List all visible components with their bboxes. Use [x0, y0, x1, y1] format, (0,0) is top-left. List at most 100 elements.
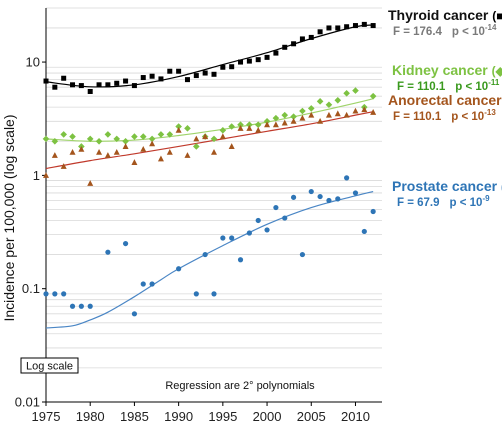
x-tick-label: 2010: [341, 409, 370, 424]
kidney-cancer-point: [281, 111, 289, 119]
kidney-cancer-point: [95, 137, 103, 145]
kidney-cancer-point: [60, 131, 67, 138]
p-value: p < 10: [452, 26, 485, 38]
prostate-cancer-point: [255, 217, 261, 224]
anorectal-cancer-point: [272, 121, 279, 128]
p-value: p < 10: [451, 111, 484, 123]
kidney-cancer-point: [246, 121, 253, 129]
thyroid-cancer-stats: F = 176.4 p < 10-14: [393, 23, 497, 38]
prostate-cancer-point: [52, 291, 58, 297]
prostate-cancer-point: [370, 208, 376, 215]
y-tick-label: 1: [33, 168, 40, 183]
thyroid-cancer-point: [114, 80, 120, 86]
thyroid-cancer-name: Thyroid cancer: [388, 7, 492, 23]
anorectal-cancer-point: [96, 148, 103, 155]
kidney-cancer-point: [148, 135, 156, 143]
prostate-cancer-point: [69, 303, 76, 309]
prostate-cancer-point: [264, 227, 270, 233]
kidney-cancer-point: [157, 131, 165, 138]
regression-curves: [45, 24, 374, 329]
thyroid-cancer-point: [123, 78, 129, 84]
x-tick-label: 1990: [164, 409, 193, 424]
anorectal-cancer-point: [228, 143, 235, 149]
thyroid-cancer-point: [140, 75, 146, 81]
anorectal-cancer-point: [131, 159, 138, 165]
prostate-cancer-point: [361, 228, 367, 235]
thyroid-cancer-marker-glyph: (■): [492, 9, 502, 23]
p-value-exponent: -14: [485, 23, 497, 32]
anorectal-cancer-point: [69, 148, 76, 155]
thyroid-cancer-point: [70, 82, 76, 88]
anorectal-cancer-stats: F = 110.1 p < 10-13: [393, 108, 496, 123]
prostate-cancer-point: [308, 188, 314, 195]
thyroid-cancer-point: [317, 29, 323, 35]
kidney-cancer-point: [352, 87, 359, 94]
kidney-cancer-fit-line: [45, 98, 374, 142]
y-axis-label: Incidence per 100,000 (log scale): [1, 114, 17, 321]
kidney-cancer-point: [42, 135, 50, 143]
axes: [45, 8, 382, 403]
kidney-cancer-point: [343, 90, 350, 97]
anorectal-cancer-point: [193, 135, 200, 142]
anorectal-cancer-point: [184, 152, 191, 158]
prostate-cancer-point: [211, 291, 217, 297]
kidney-cancer-point: [193, 143, 200, 150]
prostate-cancer-point: [344, 175, 350, 181]
anorectal-cancer-point: [51, 152, 58, 158]
data-points: [42, 21, 377, 317]
kidney-cancer-point: [122, 137, 129, 145]
prostate-cancer-point: [335, 196, 341, 202]
log-scale-label: Log scale: [26, 361, 73, 373]
prostate-cancer-marker-glyph: (●): [501, 180, 502, 194]
anorectal-cancer-point: [290, 118, 297, 124]
f-statistic: F = 67.9: [397, 197, 440, 209]
prostate-cancer-stats: F = 67.9 p < 10-9: [397, 194, 490, 209]
kidney-cancer-point: [254, 121, 262, 129]
anorectal-cancer-point: [246, 125, 253, 131]
anorectal-cancer-fit-line: [45, 111, 374, 170]
thyroid-cancer-point: [105, 82, 111, 88]
thyroid-cancer-point: [193, 73, 199, 79]
kidney-cancer-point: [131, 133, 138, 140]
kidney-cancer-point: [334, 96, 342, 104]
thyroid-cancer-point: [264, 54, 270, 60]
anorectal-cancer-point: [211, 148, 217, 155]
thyroid-cancer-point: [52, 84, 58, 90]
kidney-cancer-point: [69, 133, 76, 140]
prostate-cancer-point: [229, 235, 235, 241]
thyroid-cancer-point: [335, 25, 341, 31]
prostate-cancer-point: [352, 190, 359, 196]
anorectal-cancer-point: [78, 145, 85, 152]
anorectal-cancer-point: [264, 121, 271, 128]
thyroid-cancer-point: [167, 68, 173, 74]
anorectal-cancer-point: [219, 133, 226, 140]
prostate-cancer-point: [193, 291, 199, 297]
kidney-cancer-point: [307, 105, 315, 112]
kidney-cancer-point: [272, 114, 280, 122]
kidney-cancer-point: [219, 126, 227, 134]
prostate-cancer-point: [131, 311, 138, 317]
prostate-cancer-name: Prostate cancer: [392, 178, 501, 194]
thyroid-cancer-point: [149, 73, 155, 79]
anorectal-cancer-point: [237, 125, 244, 131]
x-tick-label: 1995: [208, 409, 237, 424]
anorectal-cancer-point: [325, 111, 332, 118]
y-tick-label: 10: [26, 55, 40, 70]
anorectal-cancer-point: [352, 107, 359, 114]
prostate-cancer-point: [176, 266, 182, 272]
f-statistic: F = 110.1: [393, 111, 442, 123]
thyroid-cancer-point: [78, 83, 84, 89]
anorectal-cancer-point: [104, 152, 111, 158]
kidney-cancer-point: [104, 131, 112, 138]
thyroid-cancer-point: [352, 23, 358, 29]
kidney-cancer-point: [290, 113, 297, 120]
thyroid-cancer-point: [61, 75, 67, 81]
anorectal-cancer-point: [166, 148, 173, 155]
kidney-cancer-label: Kidney cancer (◆): [392, 62, 502, 78]
prostate-cancer-point: [87, 303, 93, 309]
prostate-cancer-label: Prostate cancer (●): [392, 178, 502, 194]
anorectal-cancer-point: [122, 143, 129, 149]
prostate-cancer-point: [237, 257, 244, 263]
prostate-cancer-point: [299, 251, 306, 258]
prostate-cancer-point: [282, 215, 288, 221]
